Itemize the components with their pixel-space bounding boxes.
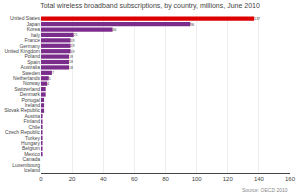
svg-text:Norway: Norway (23, 80, 40, 86)
svg-text:France: France (24, 37, 40, 43)
svg-text:United States: United States (10, 15, 41, 21)
svg-text:Luxembourg: Luxembourg (12, 162, 40, 168)
svg-text:Mexico: Mexico (24, 151, 40, 157)
svg-text:Australia: Australia (21, 64, 41, 70)
svg-text:Turkey: Turkey (25, 135, 41, 141)
svg-text:40: 40 (100, 176, 107, 182)
svg-text:20: 20 (69, 176, 76, 182)
svg-text:0: 0 (39, 176, 43, 182)
svg-text:Germany: Germany (19, 43, 40, 49)
svg-text:Japan: Japan (26, 21, 40, 27)
svg-text:Poland: Poland (24, 53, 40, 59)
svg-text:100: 100 (192, 176, 203, 182)
svg-text:Austria: Austria (24, 113, 40, 119)
svg-text:160: 160 (285, 176, 296, 182)
svg-text:137: 137 (254, 17, 260, 21)
svg-text:18: 18 (69, 60, 73, 64)
svg-text:18: 18 (69, 55, 73, 59)
svg-text:Switzerland: Switzerland (14, 86, 40, 92)
svg-text:19: 19 (71, 39, 75, 43)
svg-text:46: 46 (113, 28, 117, 32)
svg-text:Netherlands: Netherlands (13, 75, 40, 81)
svg-text:7: 7 (52, 71, 54, 75)
svg-text:Source: OECD 2010: Source: OECD 2010 (242, 187, 288, 193)
svg-text:Portugal: Portugal (21, 97, 40, 103)
svg-text:Total wireless broadband subsc: Total wireless broadband subscriptions, … (40, 2, 260, 10)
svg-text:120: 120 (223, 176, 234, 182)
svg-text:Ireland: Ireland (25, 102, 41, 108)
svg-text:Italy: Italy (31, 32, 41, 38)
svg-text:60: 60 (131, 176, 138, 182)
svg-text:United Kingdom: United Kingdom (4, 48, 40, 54)
svg-text:4: 4 (47, 82, 49, 86)
svg-text:Spain: Spain (27, 59, 40, 65)
svg-text:21: 21 (74, 33, 78, 37)
svg-text:140: 140 (254, 176, 265, 182)
svg-text:Belgium: Belgium (22, 145, 40, 151)
svg-text:18: 18 (69, 66, 73, 70)
svg-text:Finland: Finland (24, 118, 41, 124)
svg-text:Hungary: Hungary (21, 140, 40, 146)
svg-text:5: 5 (49, 77, 51, 81)
svg-text:Czech Republic: Czech Republic (5, 129, 41, 135)
svg-text:Iceland: Iceland (24, 167, 40, 173)
svg-text:Canada: Canada (22, 156, 40, 162)
svg-text:Slovak Republic: Slovak Republic (4, 107, 40, 113)
svg-text:96: 96 (190, 23, 194, 27)
svg-text:80: 80 (162, 176, 169, 182)
svg-text:19: 19 (71, 44, 75, 48)
svg-text:Chile: Chile (29, 124, 41, 130)
svg-text:Sweden: Sweden (22, 70, 40, 76)
svg-text:19: 19 (71, 50, 75, 54)
svg-text:Denmark: Denmark (20, 91, 41, 97)
svg-text:Korea: Korea (27, 26, 41, 32)
